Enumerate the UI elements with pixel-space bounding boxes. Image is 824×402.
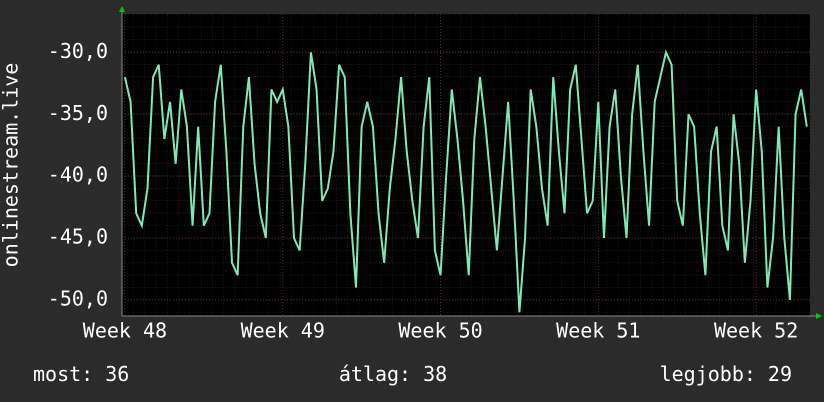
stat-value: 29 [768, 362, 792, 386]
stat-value: 36 [105, 362, 129, 386]
stat-value: 38 [423, 362, 447, 386]
x-arrow [816, 313, 822, 319]
stat-label: most: [33, 362, 93, 386]
x-tick-label: Week 48 [83, 319, 167, 343]
y-arrow [119, 6, 125, 12]
y-axis-label: onlinestream.live [0, 63, 23, 268]
x-tick-label: Week 49 [241, 319, 325, 343]
x-tick-label: Week 50 [398, 319, 482, 343]
stat-label: legjobb: [660, 362, 756, 386]
minor-grid [122, 14, 810, 316]
stat: legjobb: 29 [660, 362, 792, 386]
y-tick-label: -45,0 [48, 225, 108, 249]
x-tick-label: Week 51 [556, 319, 640, 343]
x-tick-label: Week 52 [714, 319, 798, 343]
stat-label: átlag: [339, 362, 411, 386]
data-line [123, 49, 808, 313]
stat: átlag: 38 [339, 362, 447, 386]
y-tick-label: -30,0 [48, 39, 108, 63]
y-tick-label: -40,0 [48, 163, 108, 187]
y-tick-label: -50,0 [48, 286, 108, 310]
stat: most: 36 [33, 362, 129, 386]
y-tick-label: -35,0 [48, 101, 108, 125]
